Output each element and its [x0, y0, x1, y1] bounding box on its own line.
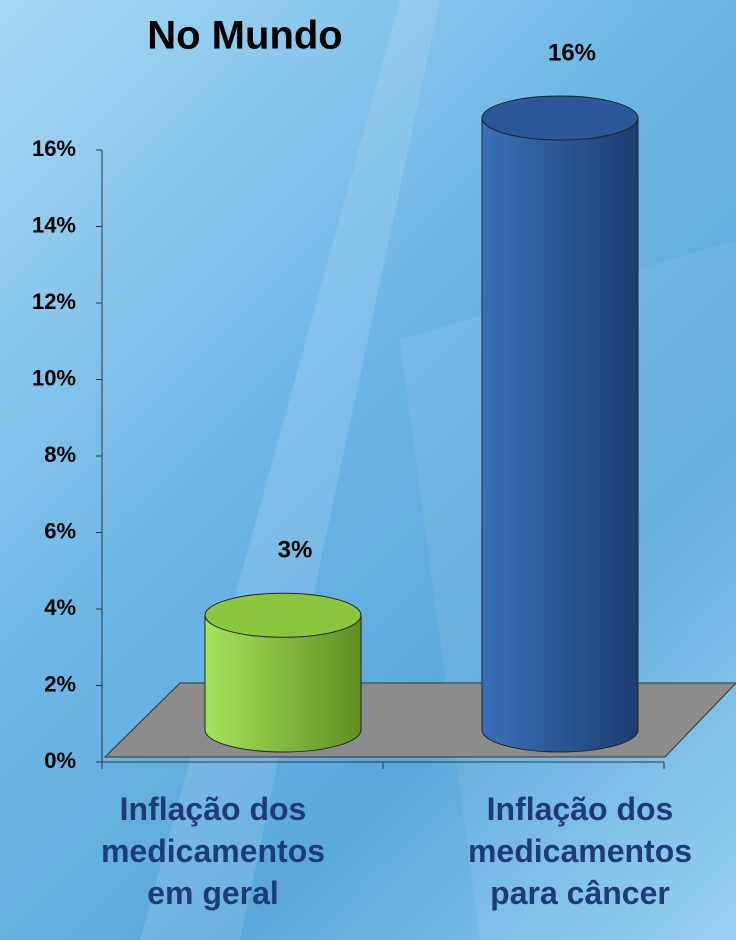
- floor: [103, 682, 736, 758]
- y-tick-label: 0%: [44, 748, 76, 773]
- cylinder-top: [481, 95, 639, 141]
- chart-title: No Mundo: [147, 14, 343, 58]
- value-label: 16%: [548, 39, 596, 66]
- x-tick-label: Inflação dos medicamentos em geral: [100, 791, 326, 911]
- y-tick-label: 14%: [32, 212, 76, 237]
- y-tick-label: 10%: [32, 365, 76, 390]
- y-tick-label: 4%: [44, 595, 76, 620]
- cylinder: [204, 614, 362, 753]
- cylinder: [481, 117, 639, 753]
- y-tick-label: 12%: [32, 289, 76, 314]
- y-tick-label: 6%: [44, 518, 76, 543]
- y-tick-label: 2%: [44, 671, 76, 696]
- x-tick-label: Inflação dos medicamentos para câncer: [467, 791, 693, 911]
- y-tick-label: 16%: [32, 136, 76, 161]
- value-label: 3%: [278, 537, 313, 564]
- cylinder-top: [204, 592, 362, 638]
- y-tick-label: 8%: [44, 442, 76, 467]
